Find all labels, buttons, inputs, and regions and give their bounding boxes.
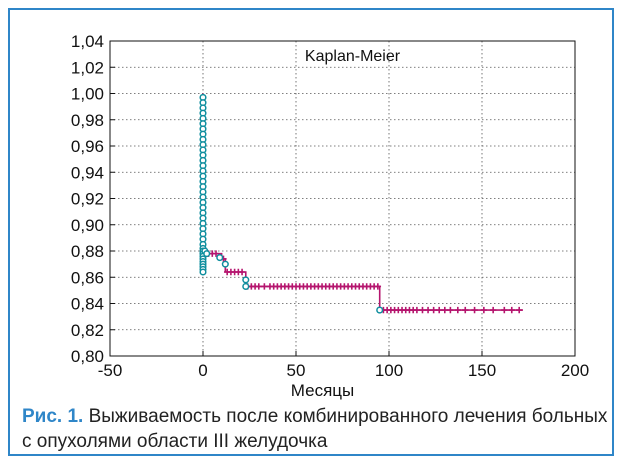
y-tick-label: 0,84 bbox=[71, 295, 104, 314]
figure-frame: -50 0 50 100 150 200 0,80 0,82 0,84 0,86 0,88 0,90… bbox=[8, 8, 614, 456]
censored-marker bbox=[216, 254, 224, 262]
complete-marker bbox=[255, 283, 262, 290]
complete-marker bbox=[419, 306, 426, 314]
censored-marker bbox=[242, 282, 250, 290]
complete-marker bbox=[424, 306, 432, 314]
y-tick-label: 0,86 bbox=[71, 268, 104, 287]
y-tick-label: 0,94 bbox=[71, 163, 104, 182]
x-tick-label: 100 bbox=[375, 361, 403, 380]
complete-marker bbox=[489, 306, 497, 314]
x-axis-label: Месяцы bbox=[291, 381, 354, 400]
y-tick-label: 0,88 bbox=[71, 242, 104, 261]
figure-caption: Рис. 1. Выживаемость после комбинированн… bbox=[22, 404, 612, 454]
y-tick-label: 0,90 bbox=[71, 216, 104, 235]
complete-marker bbox=[462, 306, 469, 314]
chart-title: Kaplan-Meier bbox=[305, 48, 401, 65]
y-tick-label: 1,02 bbox=[71, 58, 104, 77]
complete-marker bbox=[261, 283, 268, 290]
complete-marker bbox=[413, 306, 421, 314]
complete-marker bbox=[447, 306, 454, 314]
censored-marker bbox=[199, 268, 207, 276]
axis-ticks bbox=[109, 40, 576, 357]
grid-lines bbox=[110, 41, 575, 356]
censored-marker bbox=[242, 276, 250, 284]
caption-text: Выживаемость после комбинированного лече… bbox=[22, 406, 608, 452]
complete-marker bbox=[454, 306, 462, 314]
y-tick-label: 1,00 bbox=[71, 85, 104, 104]
complete-observation-markers bbox=[205, 250, 523, 314]
censored-marker bbox=[376, 306, 384, 314]
caption-label: Рис. 1. bbox=[22, 406, 84, 427]
complete-marker bbox=[430, 306, 437, 314]
x-tick-label: 0 bbox=[198, 361, 207, 380]
y-tick-label: 0,98 bbox=[71, 111, 104, 130]
x-tick-label: -50 bbox=[98, 361, 123, 380]
complete-marker bbox=[516, 306, 523, 314]
complete-marker bbox=[441, 306, 448, 314]
complete-marker bbox=[212, 250, 220, 257]
x-tick-label: 200 bbox=[561, 361, 589, 380]
y-tick-label: 0,82 bbox=[71, 321, 104, 340]
complete-marker bbox=[238, 268, 246, 276]
x-tick-labels: -50 0 50 100 150 200 bbox=[98, 361, 589, 380]
complete-marker bbox=[471, 306, 478, 314]
kaplan-meier-chart: -50 0 50 100 150 200 0,80 0,82 0,84 0,86 0,88 0,90… bbox=[71, 32, 589, 400]
censored-marker bbox=[203, 250, 211, 258]
complete-marker bbox=[480, 306, 488, 314]
complete-marker bbox=[501, 306, 508, 314]
censored-observation-markers bbox=[199, 93, 384, 314]
y-tick-label: 0,96 bbox=[71, 137, 104, 156]
complete-marker bbox=[508, 306, 515, 314]
complete-marker bbox=[374, 283, 382, 290]
censored-marker bbox=[221, 260, 229, 268]
x-tick-label: 150 bbox=[468, 361, 496, 380]
complete-marker bbox=[436, 306, 443, 314]
y-tick-label: 1,04 bbox=[71, 32, 104, 51]
y-tick-label: 0,80 bbox=[71, 347, 104, 366]
y-tick-labels: 0,80 0,82 0,84 0,86 0,88 0,90 0,92 0,94 0,96 0,98… bbox=[71, 32, 104, 366]
x-tick-label: 50 bbox=[287, 361, 306, 380]
y-tick-label: 0,92 bbox=[71, 190, 104, 209]
